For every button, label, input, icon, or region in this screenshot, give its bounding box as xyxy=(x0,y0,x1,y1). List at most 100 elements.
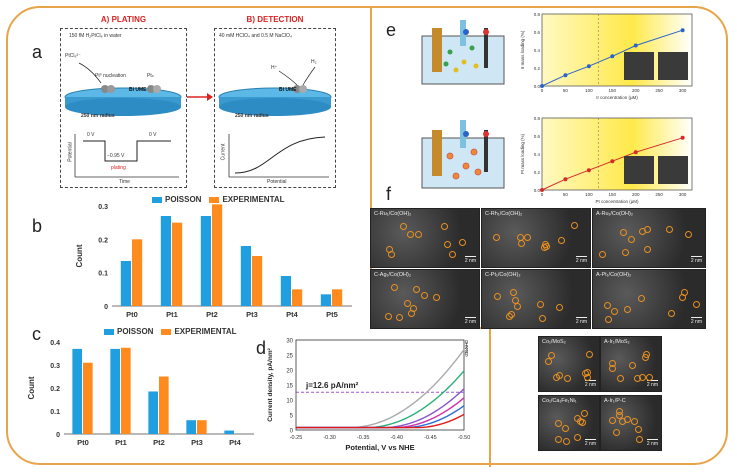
single-atom-marker xyxy=(638,374,646,382)
single-atom-marker xyxy=(421,292,429,300)
micrograph: A-Ir₁/P-C 2 nm xyxy=(600,395,662,451)
single-atom-marker xyxy=(643,225,651,233)
x-tick-label: Pt0 xyxy=(126,310,138,319)
single-atom-marker xyxy=(618,418,626,426)
bar-poisson-pt0 xyxy=(120,261,131,306)
y-axis-label: Pt mass loading (%) xyxy=(520,133,525,174)
single-atom-marker xyxy=(678,294,686,302)
single-atom-marker xyxy=(444,240,452,248)
bar-poisson-pt1 xyxy=(160,216,171,306)
micrograph-label: A-Pt₁/Co(OH)₂ xyxy=(596,272,632,278)
loading-line xyxy=(541,29,683,87)
bar-poisson-pt5 xyxy=(320,294,331,306)
legend-b-swatch-poisson xyxy=(152,196,162,203)
y-axis-label: Count xyxy=(75,244,84,267)
micrograph-label: A-Ir₁/P-C xyxy=(604,398,626,404)
loading-point xyxy=(633,43,638,48)
legend-c-swatch-poisson xyxy=(104,328,114,335)
micrograph-label: C-Ag₁/Co(OH)₂ xyxy=(374,272,411,278)
single-atom-marker xyxy=(605,315,613,323)
plating-word: plating xyxy=(111,165,126,171)
micrograph-label: Co₁/MoS₂ xyxy=(542,339,566,345)
single-atom-marker xyxy=(571,221,579,229)
detection-radius: 250 nm radius xyxy=(235,113,269,119)
x-tick-label: Pt3 xyxy=(246,310,258,319)
single-atom-marker xyxy=(584,373,592,381)
x-tick-label: 0 xyxy=(541,192,544,197)
x-tick-label: -0.50 xyxy=(458,435,471,441)
single-atom-marker xyxy=(668,309,676,317)
x-tick-label: -0.30 xyxy=(323,435,336,441)
chart-e-bottom: 0.0 0.2 0.4 0.6 0.8 0 50 100 150 200 250 300 Pt conc… xyxy=(520,116,693,204)
curve-5 xyxy=(296,413,465,429)
y-tick-label: 5 xyxy=(290,414,294,420)
loading-point xyxy=(563,73,568,78)
bar-poisson-pt2 xyxy=(148,391,158,434)
chart-c: 0 0.1 0.2 0.3 0.4 Count Pt0 Pt1 Pt2 Pt3 Pt4 xyxy=(27,340,254,447)
panel-label-e: e xyxy=(386,20,397,40)
single-atom-marker xyxy=(573,433,581,441)
single-atom-marker xyxy=(513,302,521,310)
chart-e-top: 0.0 0.2 0.4 0.6 0.8 0 50 100 150 200 250 300 Ir conc… xyxy=(520,12,693,100)
inset-micrograph-2 xyxy=(658,52,688,80)
y-tick-label: 25 xyxy=(286,354,293,360)
x-tick-label: Pt1 xyxy=(166,310,178,319)
plating-ylabel: Potential xyxy=(67,142,74,162)
chart-b: 0 0.1 0.2 0.3 Count Pt0 Pt1 Pt2 Pt3 Pt4 Pt5 xyxy=(75,204,352,319)
single-atom-marker xyxy=(493,234,501,242)
x-tick-label: 250 xyxy=(655,88,663,93)
single-atom-marker xyxy=(517,239,525,247)
single-atom-marker xyxy=(586,351,594,359)
single-atom-marker xyxy=(391,284,399,292)
arrow-right-icon xyxy=(187,93,213,101)
micrograph: A-Ir₁/MoS₂ 2 nm xyxy=(600,336,662,392)
micrograph: C-Pt₁/Co(OH)₂ 2 nm xyxy=(481,269,591,329)
inset-micrograph-2 xyxy=(658,156,688,184)
plating-drawing xyxy=(64,62,182,178)
y-tick-label: 0.3 xyxy=(98,204,108,211)
micrograph: Co₁/Ca₁Fe₁Ni₁ 2 nm xyxy=(538,395,600,451)
panel-label-c: c xyxy=(32,324,41,344)
single-atom-marker xyxy=(441,223,449,231)
y-tick-label: 0 xyxy=(104,304,108,311)
scale-bar: 2 nm xyxy=(464,256,476,264)
x-tick-label: 50 xyxy=(563,192,569,197)
bar-experimental-pt4 xyxy=(292,289,303,306)
x-tick-label: 50 xyxy=(563,88,569,93)
single-atom-marker xyxy=(561,424,569,432)
loading-point xyxy=(610,54,615,59)
single-atom-marker xyxy=(545,357,553,365)
loading-point xyxy=(540,188,544,192)
single-atom-marker xyxy=(396,313,404,321)
single-atom-marker xyxy=(609,359,617,367)
single-atom-marker xyxy=(400,222,408,230)
bar-poisson-pt3 xyxy=(186,420,196,434)
detection-title: B) DETECTION xyxy=(246,15,304,24)
x-axis-label: Potential, V vs NHE xyxy=(345,443,414,452)
x-tick-label: Pt4 xyxy=(229,438,242,447)
scale-bar: 2 nm xyxy=(646,380,658,388)
loading-line xyxy=(541,137,683,191)
plating-schematic: A) PLATING 150 fM H₂PtCl₆ in water PtCl₆… xyxy=(60,15,187,188)
single-atom-marker xyxy=(558,236,565,244)
legend-c: POISSON EXPERIMENTAL xyxy=(104,327,237,336)
legend-b-poisson: POISSON xyxy=(165,195,202,204)
single-atom-marker xyxy=(612,429,620,437)
single-atom-marker xyxy=(541,241,549,249)
scale-bar: 2 nm xyxy=(575,256,587,264)
j-annotation: j=12.6 pA/nm² xyxy=(305,381,359,390)
loading-point xyxy=(610,159,615,164)
single-atom-marker xyxy=(403,300,411,308)
detection-electrode: Bi UME xyxy=(279,87,297,93)
y-tick-label: 0.1 xyxy=(98,271,108,278)
scale-bar: 2 nm xyxy=(584,380,596,388)
plot-frame xyxy=(295,339,465,431)
x-tick-label: 300 xyxy=(679,88,687,93)
x-tick-label: Pt0 xyxy=(77,438,89,447)
micrograph: Co₁/MoS₂ 2 nm xyxy=(538,336,600,392)
micrograph-label: A-Ru₁/Co(OH)₂ xyxy=(596,211,633,217)
legend-b-experimental: EXPERIMENTAL xyxy=(222,195,285,204)
detection-hplus: H⁺ xyxy=(271,65,278,71)
bar-experimental-pt1 xyxy=(121,347,131,434)
plating-precursor: PtCl₆²⁻ xyxy=(65,53,81,59)
